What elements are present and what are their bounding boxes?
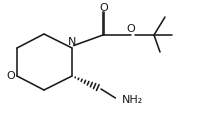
Text: NH₂: NH₂ xyxy=(121,95,143,105)
Text: O: O xyxy=(99,3,108,13)
Text: O: O xyxy=(127,24,135,34)
Text: N: N xyxy=(68,37,76,47)
Text: O: O xyxy=(6,71,15,81)
